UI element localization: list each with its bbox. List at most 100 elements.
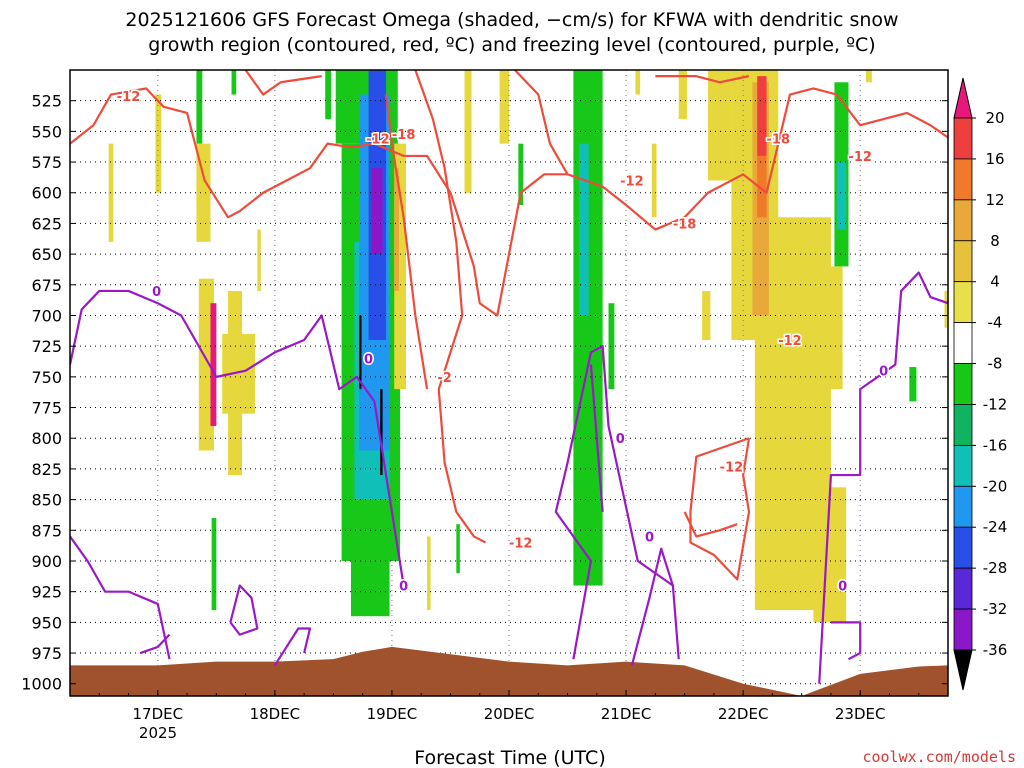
freezing-contour-line [70,289,405,586]
y-tick-label: 1000 [21,675,62,694]
y-tick-label: 950 [31,613,62,632]
contour-label: -12 [620,174,644,189]
omega-cell [579,143,589,316]
colorbar-tick-label: -4 [988,314,1003,332]
colorbar-band [953,444,973,487]
dgz-contour-line [384,94,429,390]
contour-label: -12 [366,133,390,148]
colorbar-tick-label: 20 [985,109,1004,127]
x-tick-label: 22DEC [718,705,769,723]
dgz-contour-line [683,511,738,538]
y-tick-label: 875 [31,521,62,540]
freezing-contour-line [589,364,604,512]
freezing-contour-line [630,547,680,666]
omega-cell [836,162,847,230]
contour-label: -12 [848,150,872,165]
omega-cell [325,70,332,120]
y-tick-label: 550 [31,122,62,141]
freezing-contour-line [273,627,312,666]
colorbar-tick-label: 12 [985,191,1004,209]
freezing-contour-line [229,584,259,636]
omega-cell [456,524,460,574]
y-tick-label: 900 [31,552,62,571]
omega-cell [702,290,711,341]
omega-cell [518,143,524,206]
x-tick-label: 20DEC [484,705,535,723]
dgz-contours [70,70,948,581]
colorbar-band [953,404,973,446]
contour-label: -18 [392,128,416,143]
credit-text: coolwx.com/models [862,748,1016,766]
contour-label: -18 [767,133,791,148]
colorbar-tick-label: -28 [983,559,1008,577]
omega-cell [866,70,872,83]
y-tick-label: 725 [31,337,62,356]
y-tick-label: 675 [31,276,62,295]
colorbar-tick-label: -32 [983,600,1008,618]
colorbar-band [953,485,973,528]
omega-cell [370,168,383,255]
freezing-contour-line [818,271,948,684]
colorbar-top-arrow [953,77,973,119]
freezing-level-contours [70,271,948,684]
colorbar-band [953,322,973,364]
omega-cell [228,290,243,476]
omega-cell [499,70,509,144]
omega-cell [394,168,399,291]
x-tick-label: 18DEC [250,705,301,723]
contour-label: 0 [616,432,625,447]
dgz-contour-line [514,70,569,175]
omega-cell [944,290,948,328]
omega-cell [394,143,406,390]
y-tick-label: 650 [31,245,62,264]
contour-label: -12 [509,537,533,552]
y-tick-label: 700 [31,306,62,325]
omega-cell [155,94,162,193]
contour-label: 0 [838,580,847,595]
colorbar-band [953,608,973,651]
contour-label: -18 [673,217,697,232]
freezing-contour-line [554,345,674,660]
colorbar-band [953,281,973,324]
y-tick-label: 575 [31,153,62,172]
y-tick-label: 825 [31,460,62,479]
contour-label: 0 [364,352,373,367]
x-tick-label: 23DEC [835,705,886,723]
dgz-contour-line [655,75,750,84]
x-tick-label: 17DEC [133,705,184,723]
omega-cell [678,70,687,120]
omega-cell [196,143,211,242]
contour-label: -12 [117,90,141,105]
y-tick-label: 925 [31,583,62,602]
colorbar-band [953,199,973,242]
omega-cell [211,518,217,611]
y-axis-ticks: 525 550 575 600 625 650 675 700 725 750 775 800 825 8… [21,92,948,694]
colorbar-tick-label: -16 [983,436,1008,454]
colorbar-tick-label: 8 [990,232,1000,250]
colorbar: 20 16 12 8 4 -4 -8 -12 -16 -20 -24 -28 -32 -36 [953,77,1008,691]
omega-cell [757,76,767,156]
dgz-contour-line [244,70,322,96]
freezing-contour-line [70,535,171,660]
colorbar-tick-label: 4 [990,273,1000,291]
colorbar-band [953,240,973,283]
chart-title-line2: growth region (contoured, red, ºC) and f… [148,34,875,56]
contour-label: -2 [437,371,451,386]
colorbar-bottom-arrow [953,649,973,691]
x-axis-ticks: 17DEC 18DEC 19DEC 20DEC 21DEC 22DEC 23DEC [98,690,920,723]
omega-cell [231,70,237,95]
omega-cell [359,315,362,390]
contour-label: 0 [399,580,408,595]
terrain-fill [70,646,948,696]
contour-label: 0 [152,285,161,300]
y-tick-label: 750 [31,368,62,387]
x-tick-label: 19DEC [367,705,418,723]
y-tick-label: 775 [31,399,62,418]
contour-label: 0 [879,365,888,380]
colorbar-tick-label: -8 [988,355,1003,373]
omega-cell [196,70,203,144]
y-tick-label: 975 [31,644,62,663]
